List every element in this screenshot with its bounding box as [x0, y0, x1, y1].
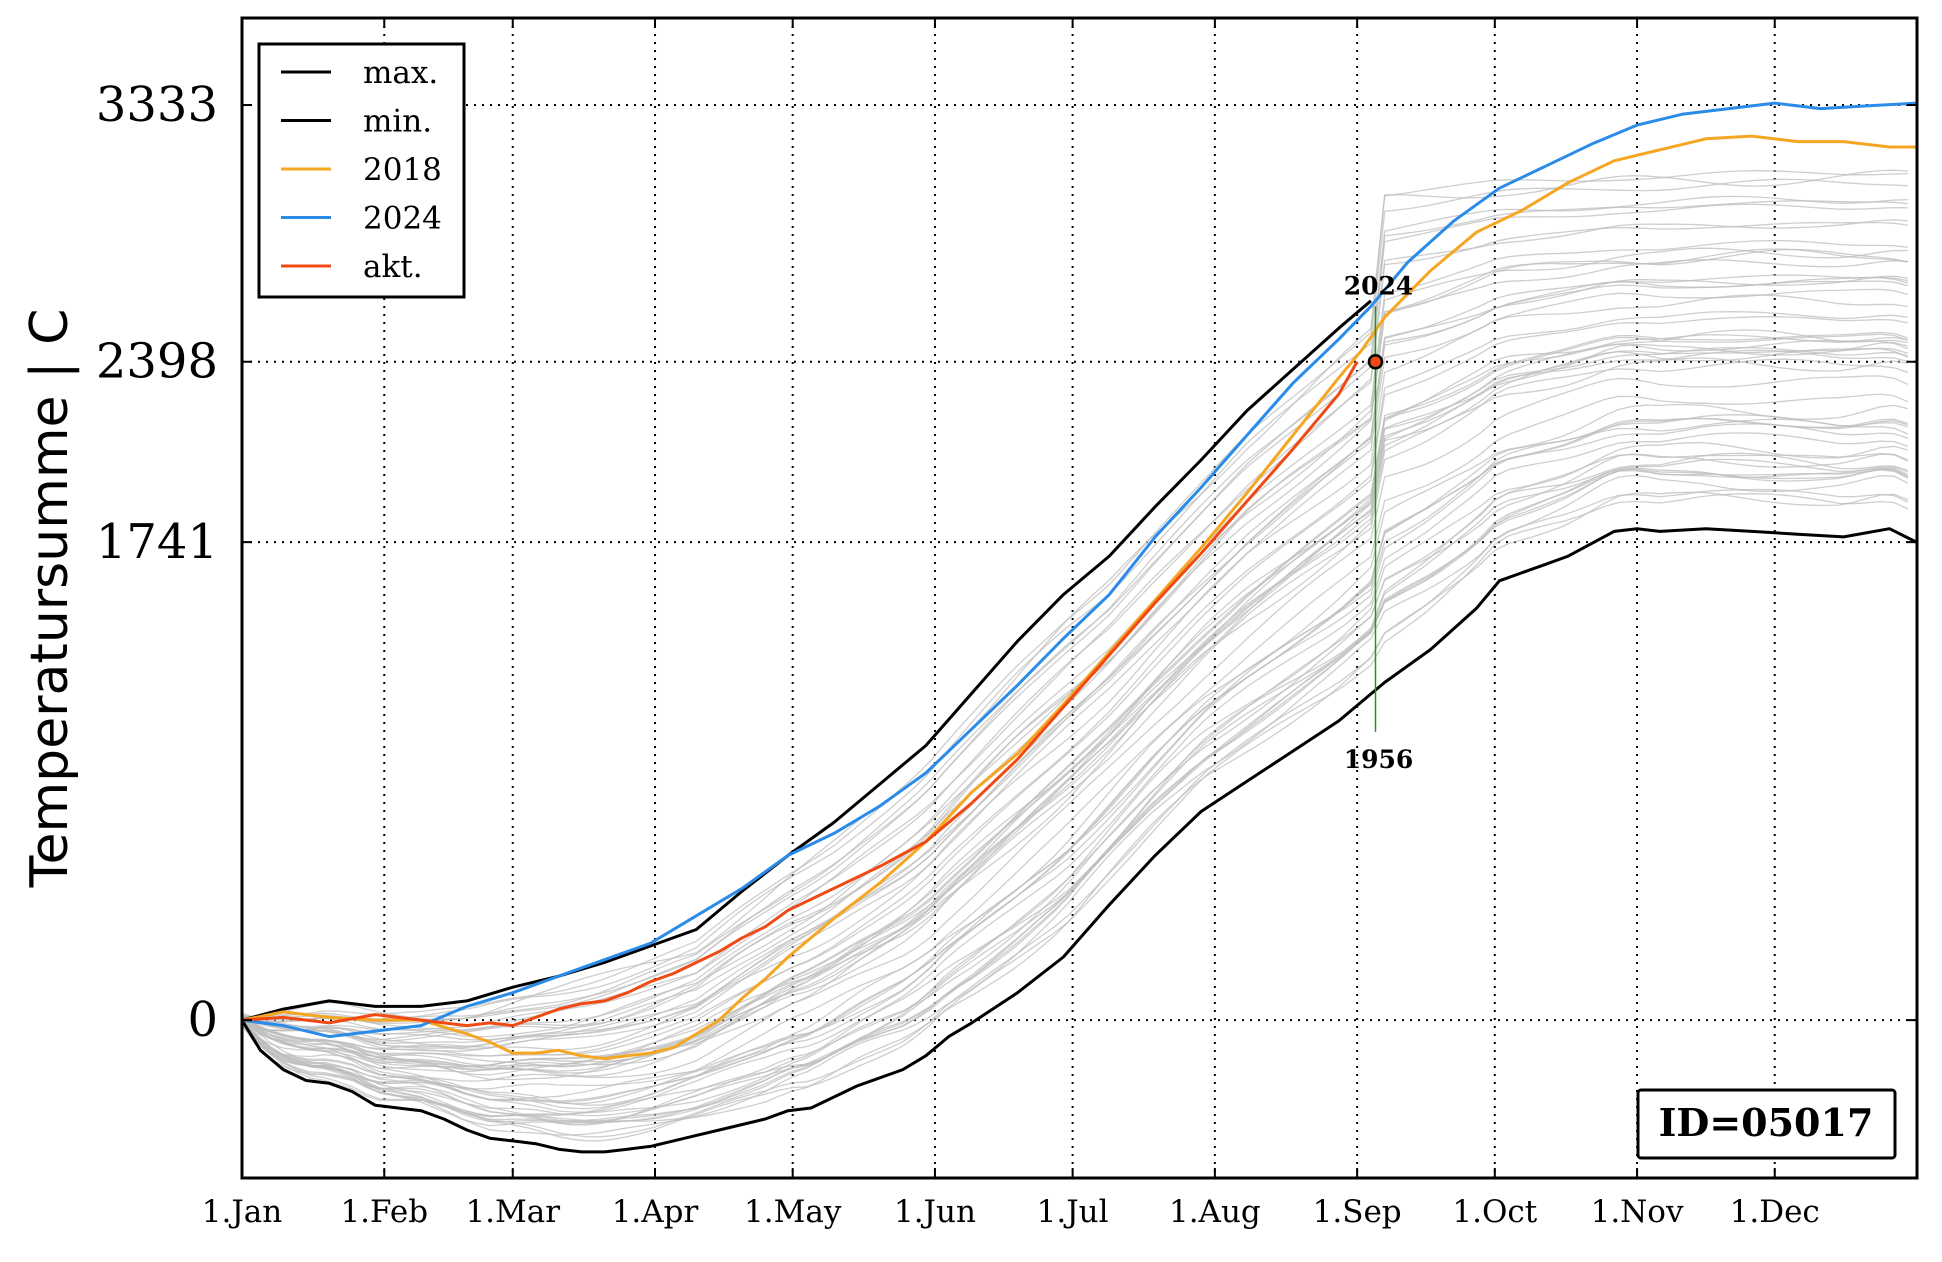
range-bottom-label: 1956 — [1344, 745, 1414, 774]
historical-year-line — [241, 169, 1908, 1025]
legend: max. min. 2018 2024 akt. — [257, 42, 466, 299]
x-tick-label: 1.Apr — [612, 1194, 699, 1230]
x-axis: 1.Jan 1.Feb 1.Mar 1.Apr 1.May 1.Jun 1.Jul 1.Aug… — [202, 18, 1820, 1230]
historical-year-line — [241, 453, 1909, 1117]
historical-year-line — [241, 453, 1909, 1118]
historical-year-line — [241, 334, 1908, 1067]
x-tick-label: 1.May — [744, 1194, 842, 1230]
historical-year-line — [241, 277, 1908, 1049]
historical-year-line — [241, 311, 1908, 1057]
series-lines — [240, 101, 1918, 1154]
historical-year-line — [241, 339, 1909, 1068]
historical-year-line — [241, 347, 1908, 1071]
legend-entry-label: akt. — [363, 249, 423, 285]
legend-entry-label: max. — [363, 55, 438, 91]
historical-year-line — [241, 357, 1908, 1081]
x-tick-label: 1.Oct — [1452, 1194, 1537, 1230]
historical-year-line — [241, 219, 1908, 1031]
plot-frame — [240, 16, 1919, 1180]
historical-year-line — [241, 280, 1908, 1048]
legend-entry-label: min. — [363, 104, 432, 140]
historical-year-line — [241, 432, 1909, 1113]
x-tick-label: 1.Jun — [894, 1194, 976, 1230]
x-tick-label: 1.Aug — [1169, 1194, 1261, 1230]
y-tick-label: 1741 — [96, 514, 218, 570]
series-line-2024 — [241, 101, 1918, 1039]
historical-year-line — [241, 275, 1908, 1050]
x-tick-label: 1.Jul — [1037, 1194, 1109, 1230]
legend-entry-label: 2024 — [363, 201, 442, 237]
historical-year-line — [241, 247, 1908, 1038]
historical-year-line — [241, 469, 1909, 1124]
historical-year-line — [241, 288, 1908, 1052]
historical-year-line — [241, 200, 1908, 1025]
historical-year-line — [241, 403, 1908, 1101]
historical-year-line — [241, 195, 1908, 1023]
x-tick-label: 1.Nov — [1591, 1194, 1684, 1230]
series-line-max — [241, 299, 1372, 1022]
background-year-lines — [241, 169, 1909, 1142]
historical-year-line — [241, 274, 1908, 1044]
y-axis-label: Temperatursumme | C — [20, 309, 80, 889]
historical-year-line — [241, 333, 1909, 1067]
historical-year-line — [241, 329, 1908, 1068]
id-box-label: ID=05017 — [1659, 1100, 1874, 1145]
historical-year-line — [241, 493, 1909, 1142]
historical-year-line — [241, 423, 1909, 1110]
x-tick-label: 1.Jan — [202, 1194, 282, 1230]
grid-lines — [242, 18, 1917, 1178]
x-tick-label: 1.Dec — [1730, 1194, 1820, 1230]
id-box: ID=05017 — [1636, 1088, 1897, 1160]
historical-year-line — [241, 375, 1909, 1082]
annotations: 2024 1956 — [1344, 271, 1414, 774]
y-tick-label: 3333 — [96, 77, 218, 133]
range-top-label: 2024 — [1344, 271, 1414, 300]
historical-year-line — [241, 393, 1909, 1090]
historical-year-line — [241, 258, 1908, 1041]
current-point-marker — [1367, 353, 1384, 370]
y-tick-label: 0 — [187, 992, 218, 1048]
y-tick-label: 2398 — [96, 334, 218, 390]
historical-year-line — [241, 178, 1908, 1021]
historical-year-line — [241, 203, 1908, 1023]
historical-year-line — [241, 491, 1909, 1136]
x-tick-label: 1.Feb — [340, 1194, 428, 1230]
series-line-akt — [241, 360, 1359, 1028]
x-tick-label: 1.Sep — [1313, 1194, 1402, 1230]
historical-year-line — [241, 248, 1908, 1041]
y-axis: 0 1741 2398 3333 — [96, 77, 1917, 1048]
historical-year-line — [241, 417, 1908, 1102]
series-line-min — [240, 527, 1918, 1154]
x-tick-label: 1.Mar — [465, 1194, 560, 1230]
legend-entry-label: 2018 — [363, 152, 442, 188]
historical-year-line — [241, 418, 1909, 1106]
historical-year-line — [241, 488, 1909, 1138]
historical-year-line — [241, 349, 1908, 1074]
historical-year-line — [241, 294, 1908, 1051]
historical-year-line — [241, 170, 1908, 1020]
historical-year-line — [241, 341, 1908, 1076]
series-line-2018 — [241, 134, 1917, 1061]
